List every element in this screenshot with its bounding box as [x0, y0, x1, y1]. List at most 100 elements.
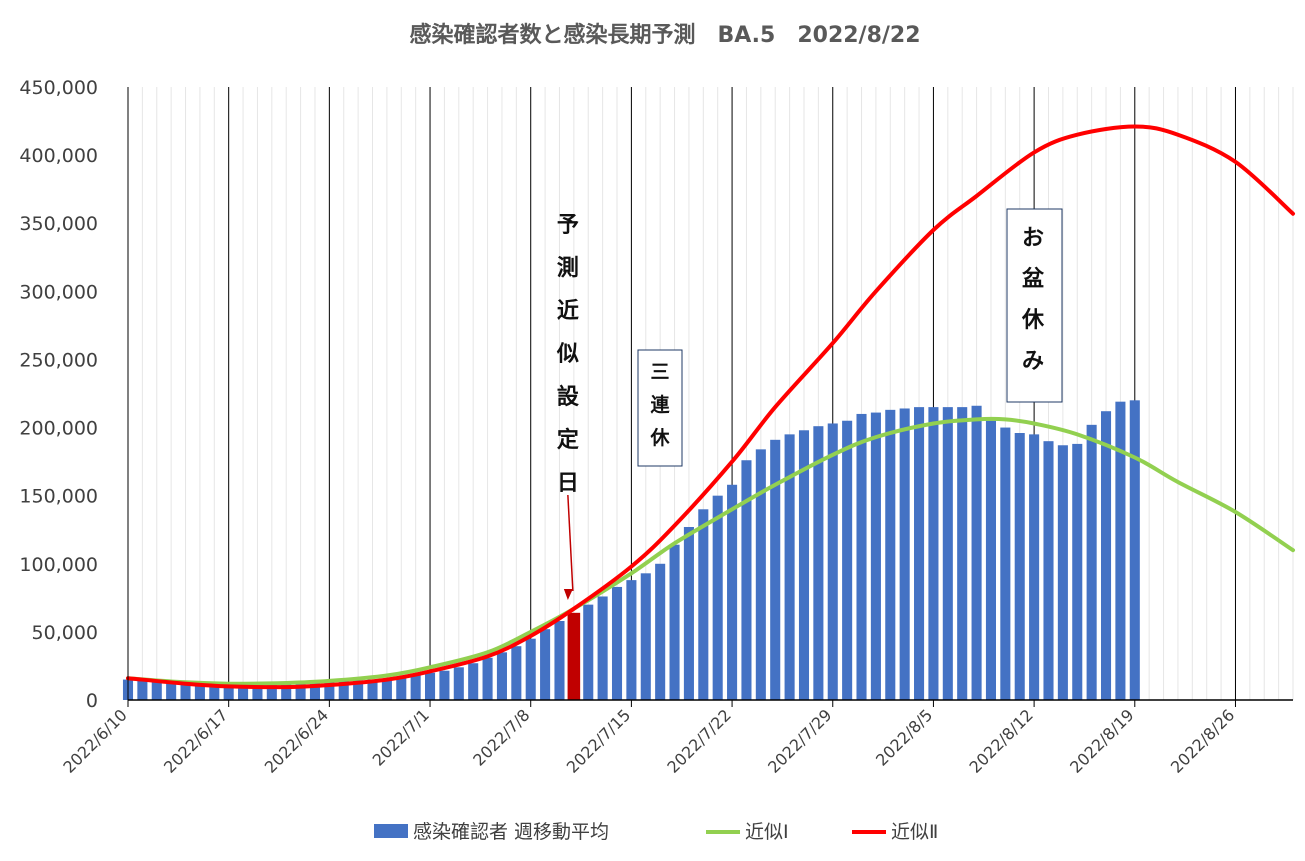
- x-tick-label: 2022/8/26: [1167, 705, 1238, 776]
- y-tick-label: 50,000: [32, 622, 98, 644]
- y-tick-label: 150,000: [19, 486, 98, 508]
- arrow-head-icon: [563, 589, 573, 600]
- axes: [127, 87, 1293, 707]
- x-tick-label: 2022/7/15: [563, 705, 634, 776]
- legend: 感染確認者 週移動平均 近似Ⅰ 近似Ⅱ: [374, 821, 938, 843]
- bar: [1072, 443, 1083, 700]
- prediction-label-char: 測: [557, 256, 579, 281]
- bar: [856, 413, 867, 700]
- bar: [482, 657, 493, 700]
- bar: [712, 495, 723, 700]
- chart-title: 感染確認者数と感染長期予測 BA.5 2022/8/22: [409, 22, 920, 48]
- obon-label-char: 休: [1021, 308, 1045, 333]
- bar: [381, 678, 392, 700]
- bar: [396, 677, 407, 700]
- holiday-box: [637, 349, 683, 467]
- bar: [755, 449, 766, 700]
- legend-approx-2-label: 近似Ⅱ: [891, 821, 938, 843]
- y-tick-label: 300,000: [19, 281, 98, 303]
- arrow-line: [567, 494, 574, 592]
- x-tick-label: 2022/6/17: [160, 705, 231, 776]
- bar: [827, 423, 838, 700]
- bar: [151, 682, 162, 700]
- x-tick-label: 2022/6/24: [261, 705, 332, 776]
- x-axis-ticks: 2022/6/10 2022/6/17 2022/6/24 2022/7/1 2022/…: [59, 705, 1238, 776]
- y-tick-label: 100,000: [19, 554, 98, 576]
- bar: [626, 580, 637, 700]
- bar: [870, 412, 881, 700]
- obon-label-char: お: [1022, 226, 1044, 251]
- x-tick-label: 2022/7/29: [764, 705, 835, 776]
- bar: [180, 683, 191, 700]
- bar: [338, 680, 349, 700]
- bar: [194, 683, 205, 700]
- bar: [770, 439, 781, 700]
- prediction-label-char: 定: [557, 427, 579, 453]
- line-series: [126, 124, 1295, 690]
- bar: [942, 407, 953, 700]
- x-tick-label: 2022/7/1: [369, 705, 433, 769]
- bar: [928, 407, 939, 700]
- prediction-label-char: 設: [557, 384, 580, 410]
- bar: [655, 563, 666, 700]
- bar: [496, 652, 507, 700]
- bar: [367, 679, 378, 700]
- legend-bar-label: 感染確認者 週移動平均: [413, 821, 609, 843]
- bar: [971, 405, 982, 700]
- bar: [166, 682, 177, 700]
- bar: [899, 408, 910, 700]
- x-tick-label: 2022/6/10: [59, 705, 130, 776]
- bar: [238, 682, 249, 700]
- prediction-label-char: 日: [557, 471, 579, 496]
- bar: [985, 420, 996, 700]
- bar: [439, 670, 450, 700]
- x-tick-label: 2022/7/22: [663, 705, 734, 776]
- obon-label-char: み: [1022, 349, 1044, 374]
- approx-2-line: [126, 124, 1295, 690]
- approx-1-line: [126, 416, 1295, 686]
- bar: [410, 675, 421, 700]
- y-tick-label: 0: [86, 690, 98, 712]
- bar: [281, 681, 292, 700]
- obon-box: [1006, 208, 1063, 403]
- prediction-label-char: 似: [556, 342, 579, 367]
- legend-bar-swatch: [374, 824, 408, 838]
- bar: [1043, 441, 1054, 700]
- bar: [324, 680, 335, 700]
- bar: [597, 596, 608, 700]
- bar: [309, 680, 321, 700]
- bar: [1100, 411, 1112, 700]
- y-tick-label: 400,000: [19, 145, 98, 167]
- y-tick-label: 350,000: [19, 213, 98, 235]
- bar: [1014, 433, 1025, 700]
- bar: [784, 434, 795, 700]
- bar: [583, 604, 594, 700]
- bar: [683, 526, 694, 700]
- bar: [295, 681, 306, 700]
- bar: [798, 430, 810, 700]
- y-tick-label: 450,000: [19, 77, 98, 99]
- bar: [266, 681, 277, 700]
- bar: [1086, 424, 1097, 700]
- holiday-label-char: 連: [650, 393, 670, 416]
- bar: [698, 509, 709, 700]
- bar: [727, 484, 738, 700]
- bar: [525, 638, 536, 700]
- bar: [209, 683, 220, 700]
- legend-approx-1-label: 近似Ⅰ: [745, 821, 789, 843]
- bar: [425, 672, 436, 700]
- x-tick-label: 2022/7/8: [469, 705, 533, 769]
- highlight-bar: [567, 612, 581, 700]
- holiday-label-char: 休: [649, 427, 670, 449]
- bar: [1115, 401, 1126, 700]
- bar: [842, 420, 853, 700]
- holiday-label-char: 三: [650, 361, 669, 383]
- bar: [1129, 400, 1140, 700]
- bar: [137, 680, 148, 700]
- x-tick-label: 2022/8/19: [1066, 705, 1137, 776]
- bar: [813, 426, 824, 700]
- bar: [669, 544, 680, 700]
- bar: [640, 573, 651, 700]
